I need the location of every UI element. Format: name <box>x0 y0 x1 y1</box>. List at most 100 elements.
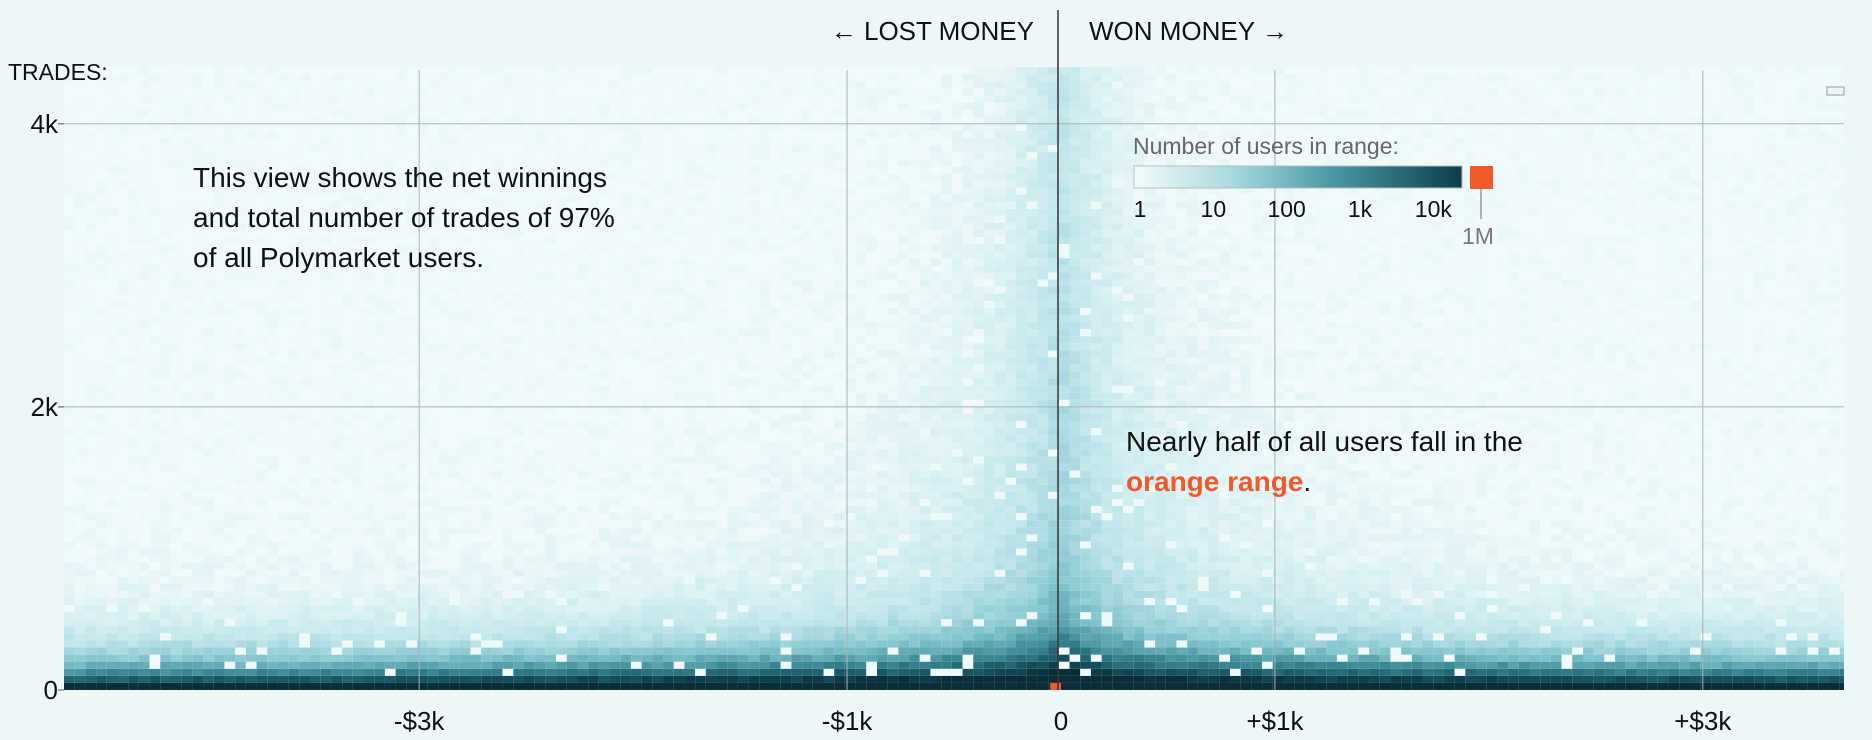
heatmap-cell <box>117 555 129 563</box>
heatmap-cell <box>1829 569 1840 577</box>
heatmap-cell <box>791 612 803 620</box>
heatmap-cell <box>534 661 546 669</box>
heatmap-cell <box>652 491 664 499</box>
heatmap-cell <box>320 626 332 634</box>
heatmap-cell <box>1187 491 1198 499</box>
heatmap-cell <box>1818 562 1830 570</box>
heatmap-cell <box>1422 612 1434 620</box>
heatmap-cell <box>1133 682 1145 690</box>
heatmap-cell <box>759 527 771 535</box>
heatmap-cell <box>1465 527 1477 535</box>
heatmap-cell <box>1786 597 1797 606</box>
heatmap-cell <box>1112 619 1124 627</box>
heatmap-cell <box>1711 597 1723 606</box>
heatmap-cell <box>160 513 171 521</box>
heatmap-cell <box>727 612 738 620</box>
heatmap-cell <box>310 520 321 528</box>
heatmap-cell <box>138 654 150 662</box>
heatmap-cell <box>149 555 161 563</box>
heatmap-cell <box>384 520 396 528</box>
heatmap-cell <box>331 605 343 613</box>
heatmap-cell <box>909 477 920 485</box>
heatmap-cell <box>834 661 845 669</box>
heatmap-cell <box>96 569 107 577</box>
heatmap-cell <box>1144 661 1156 669</box>
heatmap-cell <box>983 505 995 514</box>
heatmap-cell <box>1026 534 1038 542</box>
heatmap-cell <box>866 597 877 606</box>
heatmap-cell <box>342 513 353 521</box>
heatmap-cell <box>844 541 856 549</box>
heatmap-cell <box>1540 569 1551 577</box>
heatmap-cell <box>1016 555 1027 563</box>
heatmap-cell <box>438 590 450 598</box>
heatmap-cell <box>96 654 107 662</box>
heatmap-cell <box>545 491 557 499</box>
heatmap-cell <box>1625 484 1637 492</box>
heatmap-cell <box>1497 633 1509 641</box>
heatmap-cell <box>962 484 974 492</box>
heatmap-cell <box>1454 682 1466 690</box>
heatmap-cell <box>909 590 920 598</box>
heatmap-cell <box>85 576 97 584</box>
heatmap-cell <box>1529 527 1541 535</box>
heatmap-cell <box>85 498 97 506</box>
heatmap-cell <box>1700 541 1712 549</box>
heatmap-cell <box>1839 491 1844 499</box>
heatmap-cell <box>1283 569 1295 577</box>
heatmap-cell <box>1711 484 1723 492</box>
heatmap-cell <box>1604 675 1616 683</box>
heatmap-cell <box>1604 562 1616 570</box>
heatmap-cell <box>288 569 300 577</box>
heatmap-cell <box>941 477 952 485</box>
heatmap-cell <box>1754 583 1765 591</box>
heatmap-cell <box>994 626 1006 634</box>
heatmap-cell <box>1401 484 1412 492</box>
heatmap-cell <box>1422 576 1434 584</box>
heatmap-cell <box>427 491 439 499</box>
heatmap-cell <box>1732 534 1744 542</box>
heatmap-cell <box>320 612 332 620</box>
heatmap-cell <box>876 605 888 613</box>
heatmap-cell <box>331 513 343 521</box>
heatmap-cell <box>1101 498 1113 506</box>
heatmap-cell <box>823 562 835 570</box>
heatmap-cell <box>609 569 621 577</box>
heatmap-cell <box>598 498 610 506</box>
heatmap-cell <box>951 626 963 634</box>
heatmap-cell <box>855 668 867 676</box>
heatmap-cell <box>117 682 129 690</box>
heatmap-cell <box>951 513 963 521</box>
heatmap-cell <box>1112 505 1124 514</box>
heatmap-cell <box>1101 612 1113 620</box>
heatmap-cell <box>1229 654 1241 662</box>
heatmap-cell <box>1529 633 1541 641</box>
heatmap-cell <box>909 583 920 591</box>
heatmap-cell <box>1069 597 1081 606</box>
heatmap-cell <box>1048 661 1059 669</box>
heatmap-cell <box>1101 513 1113 521</box>
heatmap-cell <box>1080 647 1091 655</box>
heatmap-cell <box>203 562 214 570</box>
heatmap-cell <box>481 520 492 528</box>
heatmap-cell <box>374 654 385 662</box>
heatmap-cell <box>1818 640 1830 648</box>
heatmap-cell <box>192 484 204 492</box>
heatmap-cell <box>395 612 407 620</box>
heatmap-cell <box>898 612 910 620</box>
heatmap-cell <box>1123 633 1134 641</box>
heatmap-cell <box>1786 647 1797 655</box>
heatmap-cell <box>1711 605 1723 613</box>
heatmap-cell <box>1711 654 1723 662</box>
heatmap-cell <box>502 583 514 591</box>
heatmap-cell <box>213 569 225 577</box>
heatmap-cell <box>138 640 150 648</box>
heatmap-cell <box>909 626 920 634</box>
heatmap-cell <box>417 675 428 683</box>
heatmap-cell <box>727 527 738 535</box>
heatmap-cell <box>438 505 450 514</box>
heatmap-cell <box>342 477 353 485</box>
heatmap-cell <box>641 668 653 676</box>
heatmap-cell <box>812 682 824 690</box>
heatmap-cell <box>245 562 257 570</box>
